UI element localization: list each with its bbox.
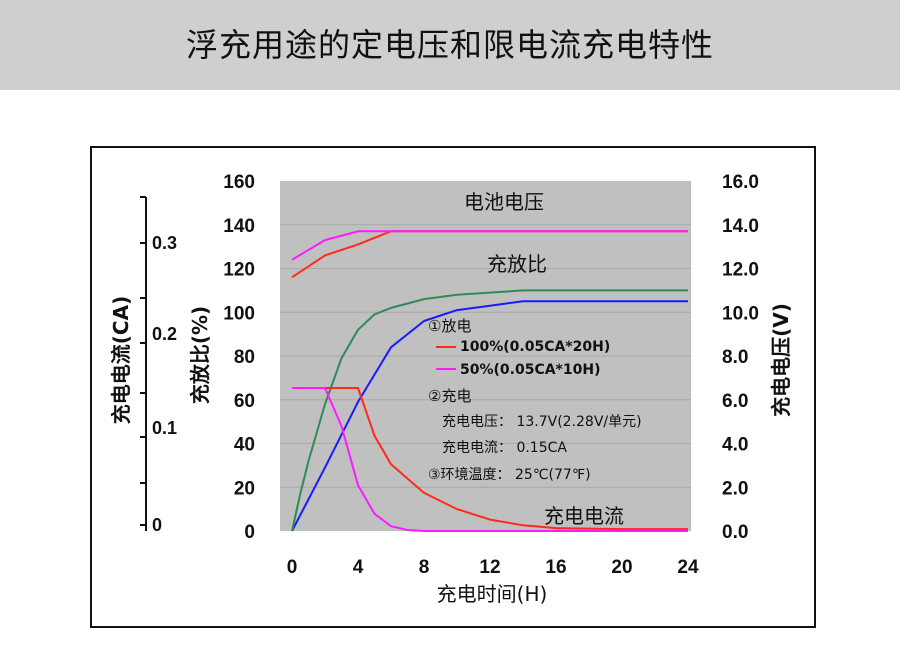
- y-tick-label-current: 0.3: [152, 233, 177, 253]
- x-tick-label: 4: [353, 557, 364, 578]
- y-tick-label-ratio: 60: [234, 391, 255, 412]
- x-tick-label: 0: [287, 557, 298, 578]
- label-voltage: 电池电压: [464, 190, 544, 214]
- y-tick-label-current: 0: [152, 515, 162, 535]
- x-tick-label: 20: [611, 557, 632, 578]
- x-tick-label: 8: [419, 557, 430, 578]
- note-charge-current: 充电电流： 0.15CA: [442, 440, 567, 456]
- label-current: 充电电流: [544, 504, 624, 528]
- y-tick-label-ratio: 120: [223, 260, 255, 281]
- series-line-voltage-50pct: [291, 230, 688, 261]
- y-tick-label-ratio: 100: [223, 303, 255, 324]
- y-tick-label-voltage: 10.0: [722, 303, 759, 324]
- note-50pct: 50%(0.05CA*10H): [460, 362, 600, 378]
- y-tick-label-voltage: 12.0: [722, 260, 759, 281]
- page-title: 浮充用途的定电压和限电流充电特性: [185, 26, 714, 64]
- x-tick-label: 16: [545, 557, 566, 578]
- y-ticks-ratio: 160 140 120 100 80 60 40 20 0: [223, 172, 255, 543]
- y-tick-label-ratio: 160: [223, 172, 255, 193]
- grid: [280, 224, 691, 488]
- y-tick-label-ratio: 20: [234, 478, 255, 499]
- current-axis-title: 充电电流(CA): [109, 296, 133, 424]
- y-tick-label-voltage: 0.0: [722, 522, 748, 543]
- x-ticks: 0 4 8 12 16 20 24: [287, 557, 699, 578]
- y-ticks-current: 0.3 0.2 0.1 0: [140, 196, 177, 535]
- series-line-ratio-50pct: [291, 289, 688, 532]
- y-tick-label-voltage: 8.0: [722, 347, 748, 368]
- y-tick-label-voltage: 14.0: [722, 216, 759, 237]
- note-ambient-temp: ③环境温度： 25℃(77℉): [428, 467, 591, 483]
- x-tick-label: 12: [479, 557, 500, 578]
- y-tick-label-ratio: 80: [234, 347, 255, 368]
- y-tick-label-voltage: 4.0: [722, 435, 748, 456]
- note-charge-voltage: 充电电压： 13.7V(2.28V/单元): [442, 414, 642, 430]
- note-charge: ②充电: [428, 387, 471, 405]
- y-tick-label-voltage: 6.0: [722, 391, 748, 412]
- note-100pct: 100%(0.05CA*20H): [460, 339, 610, 355]
- y-tick-label-ratio: 40: [234, 435, 255, 456]
- y-tick-label-current: 0.1: [152, 418, 177, 438]
- y-tick-label-voltage: 16.0: [722, 172, 759, 193]
- note-discharge: ①放电: [428, 317, 471, 335]
- series-line-ratio-100pct: [291, 300, 688, 532]
- x-axis-title: 充电时间(H): [437, 582, 548, 606]
- y-tick-label-current: 0.2: [152, 324, 177, 344]
- y-tick-label-voltage: 2.0: [722, 478, 748, 499]
- y-tick-label-ratio: 140: [223, 216, 255, 237]
- title-bar: [0, 0, 900, 90]
- label-ratio: 充放比: [487, 252, 547, 276]
- series-line-current-50pct: [292, 387, 688, 532]
- voltage-axis-title: 充电电压(V): [769, 303, 793, 417]
- y-ticks-voltage: 16.0 14.0 12.0 10.0 8.0 6.0 4.0 2.0 0.0: [722, 172, 759, 543]
- y-tick-label-ratio: 0: [244, 522, 255, 543]
- ratio-axis-title: 充放比(%): [188, 306, 212, 404]
- series-line-current-100pct: [292, 387, 688, 531]
- x-tick-label: 24: [677, 557, 699, 578]
- series-layer: [291, 230, 688, 532]
